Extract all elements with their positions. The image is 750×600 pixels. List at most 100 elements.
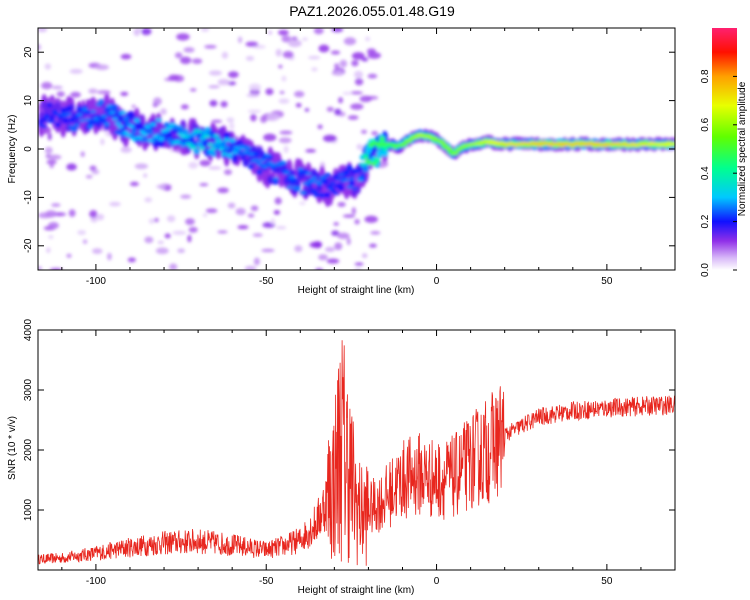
heatmap-ridge-cell [109, 110, 116, 115]
heatmap-noise-blob [339, 59, 348, 68]
heatmap-noise-blob [183, 47, 195, 53]
heatmap-ridge-cell [100, 114, 108, 119]
heatmap-ridge-cell [155, 118, 162, 122]
heatmap-ridge-cell [305, 171, 312, 176]
heatmap-noise-blob [47, 132, 52, 141]
colorbar: 0.0 0.2 0.4 0.6 0.8 Normalized spectral ampl… [700, 28, 748, 277]
heatmap-noise-blob [356, 143, 363, 150]
heatmap-ridge-cell [335, 177, 342, 182]
heatmap-noise-blob [95, 64, 110, 71]
heatmap-noise-blob [279, 130, 293, 135]
heatmap-noise-blob [235, 207, 246, 216]
heatmap-ridge-cell [337, 172, 345, 177]
snr-xlabel: Height of straight line (km) [298, 585, 415, 596]
heatmap-ridge-cell [294, 186, 301, 191]
heatmap-ridge-cell [337, 185, 345, 192]
heatmap-noise-blob [109, 201, 121, 207]
heatmap-ridge-cell [204, 127, 211, 133]
heatmap-noise-blob [199, 183, 209, 187]
heatmap-noise-blob [211, 119, 223, 123]
x-tick-label: -50 [259, 576, 274, 587]
heatmap-noise-blob [276, 226, 287, 230]
heatmap-noise-blob [330, 50, 341, 55]
heatmap-ridge-cell [430, 136, 438, 139]
heatmap-noise-blob [275, 48, 282, 57]
heatmap-noise-blob [333, 70, 344, 76]
heatmap-noise-blob [260, 115, 268, 123]
heatmap-noise-blob [47, 154, 62, 160]
heatmap-noise-blob [189, 88, 197, 92]
colorbar-tick-label: 0.4 [700, 166, 711, 180]
heatmap-ridge-cell [215, 139, 222, 144]
heatmap-ridge-cell [381, 148, 388, 157]
heatmap-noise-blob [45, 210, 57, 218]
heatmap-noise-blob [237, 36, 243, 44]
heatmap-ridge-cell [122, 115, 130, 122]
heatmap-noise-blob [278, 98, 290, 104]
heatmap-ridge-cell [239, 146, 247, 150]
heatmap-noise-blob [282, 51, 294, 59]
colorbar-label: Normalized spectral amplitude [737, 81, 748, 216]
heatmap-ridge-cell [149, 122, 157, 127]
heatmap-noise-blob [354, 78, 364, 86]
heatmap-ridge-cell [280, 160, 288, 165]
heatmap-noise-blob [261, 248, 275, 253]
heatmap-ridge-cell [452, 152, 459, 155]
heatmap-noise-blob [129, 181, 139, 187]
heatmap-noise-blob [324, 246, 336, 252]
heatmap-ridge-cell [125, 133, 132, 138]
heatmap-ridge-cell [133, 118, 140, 123]
heatmap-ridge-cell [220, 152, 228, 156]
heatmap-ridge-cell [406, 139, 413, 142]
heatmap-noise-blob [313, 28, 324, 35]
heatmap-noise-blob [322, 134, 337, 143]
heatmap-ridge-cell [332, 191, 339, 196]
heatmap-noise-blob [120, 146, 132, 153]
heatmap-noise-blob [342, 91, 352, 95]
snr-ylabel: SNR (10 * v/v) [7, 416, 18, 480]
heatmap-noise-blob [176, 33, 190, 41]
heatmap-ridge-cell [111, 104, 119, 111]
heatmap-ridge-cell [144, 125, 151, 129]
heatmap-ridge-cell [414, 134, 421, 137]
heatmap-noise-blob [313, 241, 323, 249]
heatmap-noise-blob [366, 48, 377, 55]
heatmap-noise-blob [263, 133, 277, 142]
heatmap-ridge-cell [155, 118, 162, 132]
heatmap-noise-blob [247, 213, 255, 218]
x-tick-label: 0 [434, 276, 440, 287]
heatmap-ridge-cell [327, 187, 334, 191]
heatmap-ridge-cell [485, 142, 492, 145]
heatmap-ridge-cell [65, 112, 72, 116]
heatmap-noise-blob [188, 161, 199, 169]
heatmap-noise-blob [143, 173, 148, 178]
heatmap-ridge-cell [346, 164, 353, 171]
heatmap-ridge-cell [389, 143, 397, 146]
heatmap-noise-blob [148, 218, 155, 224]
heatmap-ridge-cell [493, 140, 500, 144]
heatmap-noise-blob [77, 230, 87, 235]
heatmap-noise-blob [164, 233, 171, 239]
y-tick-label: 1000 [23, 498, 34, 521]
heatmap-ridge-cell [316, 181, 323, 185]
heatmap-noise-blob [247, 109, 262, 114]
heatmap-noise-blob [252, 233, 263, 237]
heatmap-ridge-cell [84, 109, 91, 116]
heatmap-ridge-cell [89, 109, 97, 114]
heatmap-noise-blob [153, 217, 159, 223]
heatmap-ridge-cell [343, 178, 350, 182]
heatmap-noise-blob [89, 210, 98, 219]
heatmap-ridge-cell [645, 143, 653, 146]
heatmap-ridge-cell [103, 122, 111, 126]
heatmap-noise-blob [351, 59, 359, 67]
heatmap-ridge-cell [365, 159, 372, 164]
heatmap-noise-blob [153, 97, 162, 106]
heatmap-ridge-cell [362, 155, 369, 160]
heatmap-ridge-cell [231, 150, 239, 155]
heatmap-ridge-cell [62, 117, 70, 124]
heatmap-ridge-cell [220, 140, 228, 146]
heatmap-noise-blob [68, 209, 76, 218]
heatmap-ridge-cell [106, 104, 113, 108]
